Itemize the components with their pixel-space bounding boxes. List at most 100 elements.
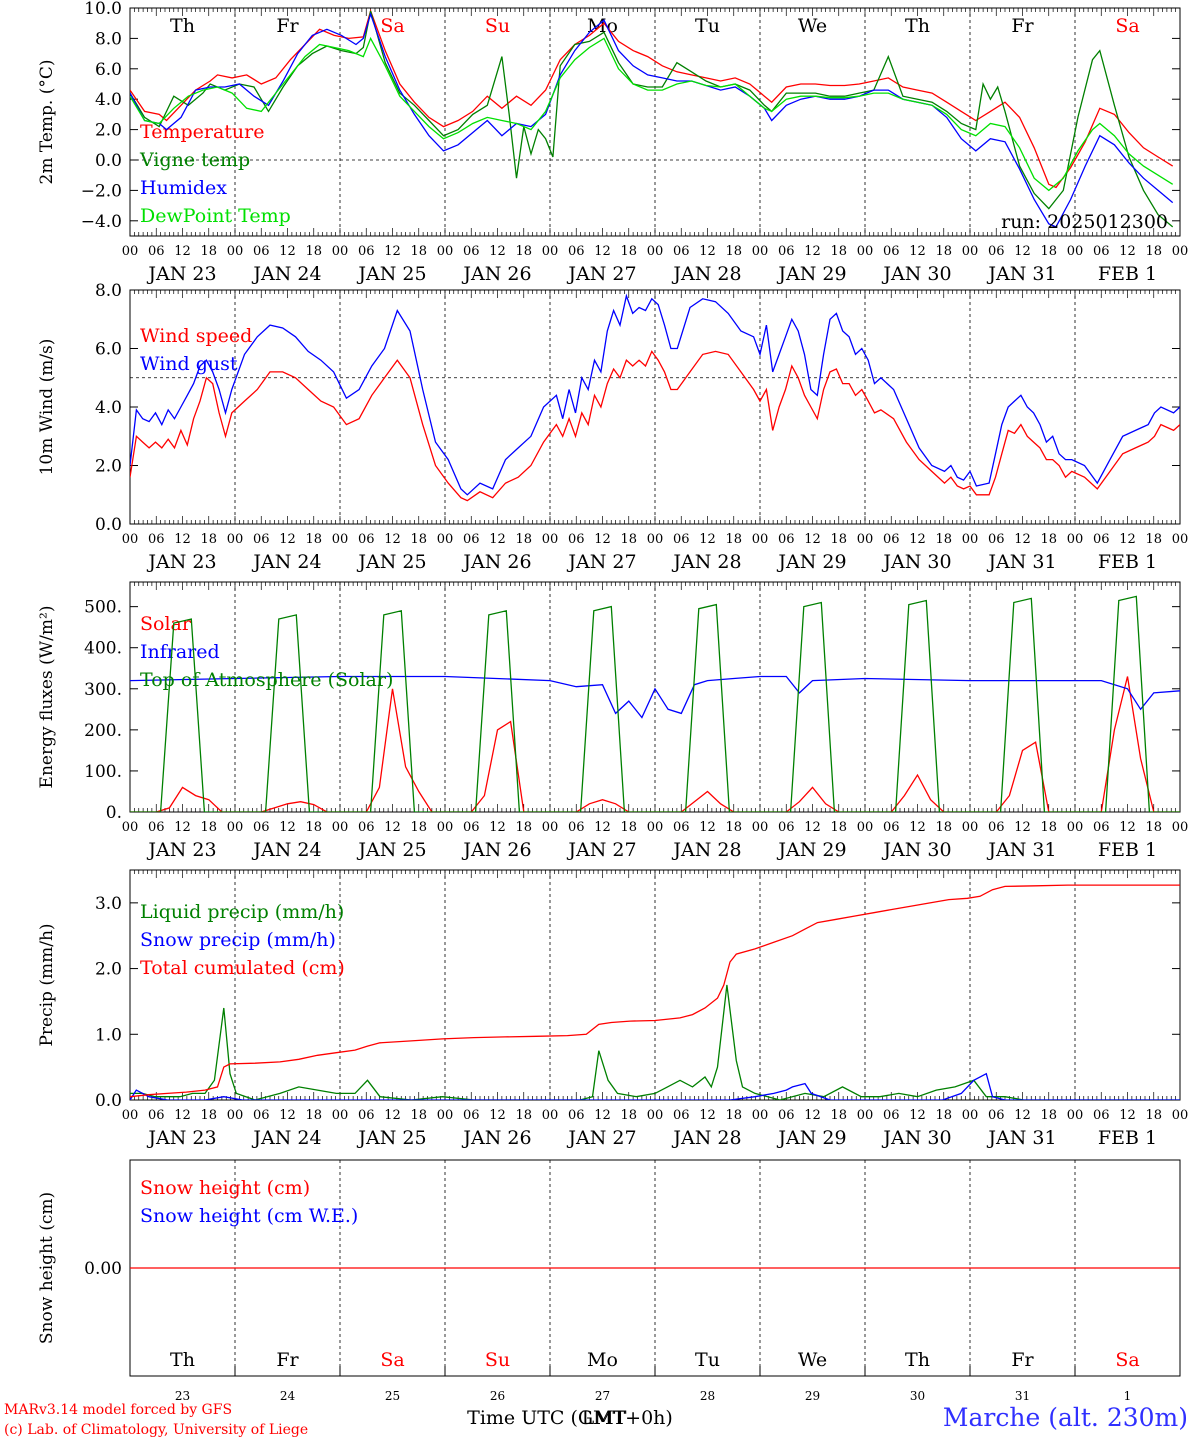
date-label: FEB 1	[1098, 551, 1157, 573]
xtick-hour-label: 12	[489, 532, 506, 547]
day-name-label: We	[798, 1349, 827, 1371]
xtick-hour-label: 06	[673, 244, 690, 259]
xtick-hour-label: 12	[384, 1108, 401, 1123]
ytick-label: 300.	[84, 680, 122, 700]
date-number-label: 24	[280, 1389, 296, 1403]
energy-panel: 500. 400. 300. 200. 100. 0. Energy fluxes (W/m…	[37, 581, 1189, 861]
footer-model-credit: MARv3.14 model forced by GFS	[4, 1402, 232, 1418]
day-name-label: Sa	[1115, 15, 1139, 37]
xtick-hour-label: 12	[909, 1108, 926, 1123]
run-annotation: run: 2025012300	[1001, 211, 1168, 233]
day-name-label: Su	[485, 1349, 510, 1371]
legend-entry: Temperature	[140, 121, 264, 143]
xtick-hour-label: 00	[1067, 532, 1084, 547]
xtick-hour-label: 06	[148, 532, 165, 547]
day-name-label: Mo	[587, 1349, 618, 1371]
date-label: JAN 26	[461, 263, 531, 285]
wind-series-0	[130, 350, 1180, 502]
ytick-label: 3.0	[95, 894, 122, 914]
wind-ylabel: 10m Wind (m/s)	[37, 339, 57, 476]
xtick-hour-label: 18	[305, 532, 322, 547]
xtick-hour-label: 00	[647, 244, 664, 259]
xtick-hour-label: 12	[489, 1108, 506, 1123]
xtick-hour-label: 06	[568, 1108, 585, 1123]
xtick-hour-label: 18	[1040, 532, 1057, 547]
xtick-hour-label: 18	[1145, 820, 1162, 835]
snow-ylabel: Snow height (cm)	[37, 1192, 57, 1344]
xtick-hour-label: 06	[778, 244, 795, 259]
date-label: FEB 1	[1098, 839, 1157, 861]
xtick-hour-label: 18	[515, 532, 532, 547]
temperature-panel: 10.0 8.0 6.0 4.0 2.0 0.0 −2.0 −4.0 2m Temp. (°C)…	[37, 0, 1188, 285]
xtick-hour-label: 12	[909, 532, 926, 547]
xtick-hour-label: 12	[909, 244, 926, 259]
xtick-hour-label: 06	[253, 1108, 270, 1123]
xtick-hour-label: 12	[1014, 244, 1031, 259]
legend-entry: Liquid precip (mm/h)	[140, 901, 344, 923]
xtick-hour-label: 06	[883, 244, 900, 259]
xtick-hour-label: 12	[1014, 1108, 1031, 1123]
day-name-label: Th	[170, 1349, 195, 1371]
date-number-label: 25	[385, 1389, 400, 1403]
xtick-hour-label: 18	[410, 244, 427, 259]
date-label: JAN 30	[881, 551, 951, 573]
date-label: FEB 1	[1098, 1127, 1157, 1149]
xtick-hour-label: 00	[122, 820, 139, 835]
xtick-hour-label: 00	[437, 1108, 454, 1123]
xtick-hour-label: 12	[279, 532, 296, 547]
xtick-hour-label: 12	[804, 820, 821, 835]
footer-xlabel: Time UTC (GMT+0h)	[467, 1407, 673, 1429]
date-label: JAN 31	[986, 839, 1056, 861]
xtick-hour-label: 06	[568, 244, 585, 259]
precip-series-0	[130, 984, 1180, 1100]
xtick-hour-label: 06	[673, 532, 690, 547]
xtick-hour-label: 12	[594, 820, 611, 835]
day-name-label: Tu	[695, 15, 720, 37]
ytick-label: 500.	[84, 598, 122, 618]
ytick-label: 200.	[84, 721, 122, 741]
xtick-hour-label: 12	[1119, 244, 1136, 259]
ytick-label: 100.	[84, 762, 122, 782]
xtick-hour-label: 06	[463, 532, 480, 547]
xtick-hour-label: 00	[332, 244, 349, 259]
xtick-hour-label: 12	[489, 244, 506, 259]
legend-entry: Wind speed	[140, 325, 252, 347]
date-label: JAN 24	[251, 839, 321, 861]
legend-entry: Snow height (cm)	[140, 1177, 310, 1199]
xtick-hour-label: 06	[883, 1108, 900, 1123]
xtick-hour-label: 12	[279, 244, 296, 259]
xtick-hour-label: 12	[804, 244, 821, 259]
xtick-hour-label: 00	[962, 532, 979, 547]
date-label: JAN 29	[776, 839, 846, 861]
xtick-hour-label: 00	[227, 244, 244, 259]
ytick-label: 2.0	[95, 121, 122, 141]
xtick-hour-label: 00	[1172, 820, 1189, 835]
day-name-label: Sa	[1115, 1349, 1139, 1371]
ytick-label: 0.	[106, 803, 122, 823]
xtick-hour-label: 00	[962, 244, 979, 259]
temperature-series-0	[130, 8, 1174, 189]
xtick-hour-label: 06	[988, 244, 1005, 259]
day-name-label: Fr	[276, 1349, 299, 1371]
xtick-hour-label: 12	[279, 820, 296, 835]
xtick-hour-label: 06	[1093, 532, 1110, 547]
xtick-hour-label: 12	[699, 1108, 716, 1123]
xtick-hour-label: 18	[1040, 244, 1057, 259]
date-label: JAN 25	[356, 551, 426, 573]
xtick-hour-label: 06	[358, 820, 375, 835]
xtick-hour-label: 18	[620, 532, 637, 547]
day-name-label: Sa	[380, 15, 404, 37]
xtick-hour-label: 00	[1172, 244, 1189, 259]
date-label: JAN 25	[356, 1127, 426, 1149]
xtick-hour-label: 06	[148, 244, 165, 259]
xtick-hour-label: 12	[489, 820, 506, 835]
xtick-hour-label: 00	[437, 820, 454, 835]
legend-entry: DewPoint Temp	[140, 205, 291, 227]
ytick-label: 6.0	[95, 340, 122, 360]
xtick-hour-label: 06	[463, 244, 480, 259]
xtick-hour-label: 00	[122, 1108, 139, 1123]
day-name-label: Sa	[380, 1349, 404, 1371]
xtick-hour-label: 12	[699, 244, 716, 259]
xtick-hour-label: 06	[463, 820, 480, 835]
date-label: JAN 23	[146, 839, 216, 861]
